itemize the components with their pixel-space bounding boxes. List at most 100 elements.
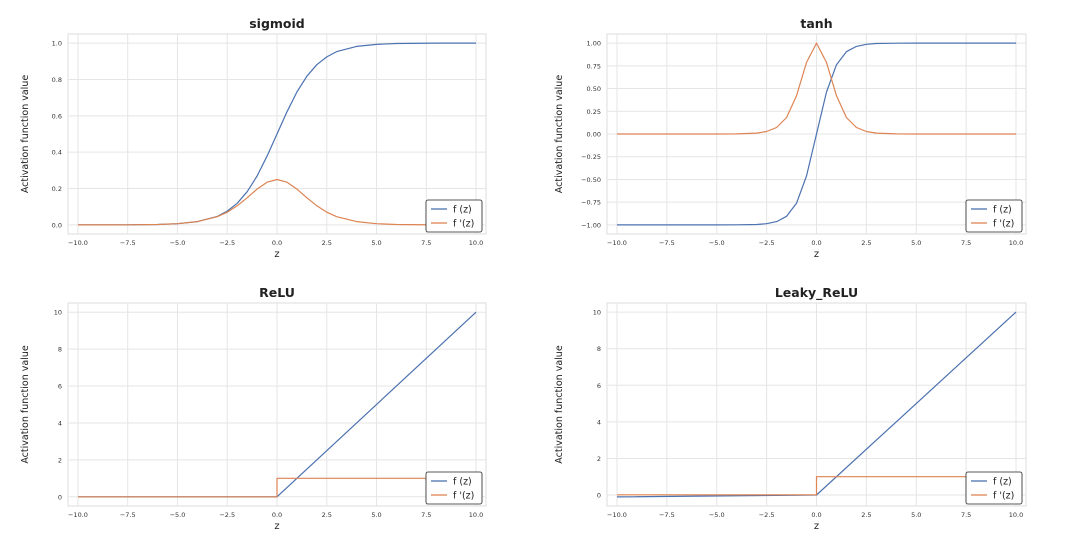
legend-label: f (z) bbox=[993, 477, 1012, 488]
y-tick-label: 8 bbox=[58, 346, 62, 354]
x-tick-label: −2.5 bbox=[219, 511, 235, 519]
y-tick-label: 10 bbox=[593, 309, 601, 317]
series-line-f-prime bbox=[617, 476, 1016, 496]
x-tick-label: −7.5 bbox=[120, 239, 136, 247]
legend-box bbox=[425, 199, 483, 233]
y-tick-label: 0.8 bbox=[52, 76, 62, 84]
y-tick-label: −0.50 bbox=[581, 176, 601, 184]
subplot-leaky-relu: −10.0 −7.5 −5.0 −2.5 0.0 2.5 5.0 7.5 10.0 0 2 4 6 8 10… bbox=[554, 285, 1027, 532]
y-tick-label: −0.25 bbox=[581, 153, 601, 161]
x-tick-label: 10.0 bbox=[469, 239, 483, 247]
legend-label: f '(z) bbox=[993, 219, 1014, 230]
y-tick-label: 10 bbox=[54, 309, 62, 317]
chart-title: ReLU bbox=[259, 285, 295, 300]
x-tick-label: −10.0 bbox=[68, 511, 88, 519]
y-tick-label: 0 bbox=[58, 493, 62, 501]
y-tick-label: −0.75 bbox=[581, 199, 601, 207]
x-tick-label: −5.0 bbox=[170, 239, 186, 247]
chart-title: tanh bbox=[800, 16, 832, 31]
series-line-f-prime bbox=[78, 178, 476, 226]
legend-label: f '(z) bbox=[453, 491, 474, 502]
y-tick-label: 0.6 bbox=[52, 112, 62, 120]
x-tick-label: −2.5 bbox=[219, 239, 235, 247]
y-tick-label: 0.4 bbox=[52, 149, 62, 157]
x-tick-label: −7.5 bbox=[659, 511, 675, 519]
y-tick-label: 6 bbox=[58, 383, 62, 391]
legend-label: f (z) bbox=[993, 205, 1012, 216]
legend-box bbox=[965, 471, 1023, 505]
x-tick-label: 2.5 bbox=[861, 511, 871, 519]
x-tick-label: −7.5 bbox=[120, 511, 136, 519]
y-axis-label: Activation function value bbox=[554, 345, 565, 464]
legend-label: f (z) bbox=[453, 477, 472, 488]
x-tick-label: 2.5 bbox=[322, 239, 332, 247]
x-tick-label: 7.5 bbox=[421, 511, 431, 519]
subplot-tanh: −10.0 −7.5 −5.0 −2.5 0.0 2.5 5.0 7.5 10.0 −1.00 −0… bbox=[554, 16, 1027, 260]
y-tick-label: 8 bbox=[597, 345, 601, 353]
y-axis-label: Activation function value bbox=[554, 75, 565, 194]
y-axis-label: Activation function value bbox=[20, 345, 31, 464]
series-line-f-prime bbox=[78, 477, 476, 498]
y-tick-label: 0.2 bbox=[52, 185, 62, 193]
x-tick-label: 5.0 bbox=[911, 239, 921, 247]
x-tick-label: −5.0 bbox=[709, 239, 725, 247]
y-tick-label: 2 bbox=[58, 456, 62, 464]
x-tick-label: 5.0 bbox=[371, 239, 381, 247]
x-tick-label: 0.0 bbox=[811, 239, 821, 247]
legend-label: f (z) bbox=[453, 205, 472, 216]
legend-box bbox=[965, 199, 1023, 233]
x-tick-label: 7.5 bbox=[961, 239, 971, 247]
y-tick-label: 0.25 bbox=[587, 108, 601, 116]
x-tick-label: −5.0 bbox=[709, 511, 725, 519]
x-tick-label: −7.5 bbox=[659, 239, 675, 247]
legend-label: f '(z) bbox=[453, 219, 474, 230]
chart-title: sigmoid bbox=[249, 16, 305, 31]
legend: f (z) f '(z) bbox=[425, 471, 483, 505]
legend: f (z) f '(z) bbox=[965, 199, 1023, 233]
legend-label: f '(z) bbox=[993, 491, 1014, 502]
y-tick-label: 1.00 bbox=[587, 40, 601, 48]
series-line-f bbox=[617, 42, 1016, 226]
y-tick-label: 1.0 bbox=[52, 40, 62, 48]
x-tick-label: 10.0 bbox=[469, 511, 483, 519]
legend: f (z) f '(z) bbox=[425, 199, 483, 233]
x-tick-label: −2.5 bbox=[759, 239, 775, 247]
y-tick-label: 0.00 bbox=[587, 131, 601, 139]
series-line-f-prime bbox=[617, 42, 1016, 135]
y-tick-label: 2 bbox=[597, 455, 601, 463]
y-tick-label: 0.0 bbox=[52, 221, 62, 229]
y-tick-label: 0.50 bbox=[587, 85, 601, 93]
x-tick-label: 10.0 bbox=[1009, 511, 1023, 519]
x-tick-label: −10.0 bbox=[607, 511, 627, 519]
x-axis-label: z bbox=[274, 249, 279, 260]
x-tick-label: −10.0 bbox=[68, 239, 88, 247]
chart-title: Leaky_ReLU bbox=[775, 285, 858, 301]
x-tick-label: 5.0 bbox=[371, 511, 381, 519]
x-axis-label: z bbox=[274, 521, 279, 532]
y-tick-label: 0.75 bbox=[587, 62, 601, 70]
y-tick-label: −1.00 bbox=[581, 221, 601, 229]
x-tick-label: 5.0 bbox=[911, 511, 921, 519]
x-tick-label: −2.5 bbox=[759, 511, 775, 519]
subplot-relu: −10.0 −7.5 −5.0 −2.5 0.0 2.5 5.0 7.5 10.0 0 2 4 6 8 10… bbox=[20, 285, 487, 532]
x-tick-label: 2.5 bbox=[861, 239, 871, 247]
x-tick-label: −5.0 bbox=[170, 511, 186, 519]
x-tick-label: 7.5 bbox=[421, 239, 431, 247]
x-tick-label: 0.0 bbox=[272, 239, 282, 247]
legend-box bbox=[425, 471, 483, 505]
x-tick-label: 2.5 bbox=[322, 511, 332, 519]
y-tick-label: 0 bbox=[597, 492, 601, 500]
x-tick-label: 10.0 bbox=[1009, 239, 1023, 247]
y-axis-label: Activation function value bbox=[20, 75, 31, 194]
x-tick-label: −10.0 bbox=[607, 239, 627, 247]
y-tick-label: 4 bbox=[597, 418, 601, 426]
x-axis-label: z bbox=[814, 521, 819, 532]
x-tick-label: 7.5 bbox=[961, 511, 971, 519]
legend: f (z) f '(z) bbox=[965, 471, 1023, 505]
x-tick-label: 0.0 bbox=[811, 511, 821, 519]
x-axis-label: z bbox=[814, 249, 819, 260]
y-tick-label: 4 bbox=[58, 419, 62, 427]
subplot-sigmoid: −10.0 −7.5 −5.0 −2.5 0.0 2.5 5.0 7.5 10.0 0.0 0.2 0… bbox=[20, 16, 487, 260]
y-tick-label: 6 bbox=[597, 382, 601, 390]
